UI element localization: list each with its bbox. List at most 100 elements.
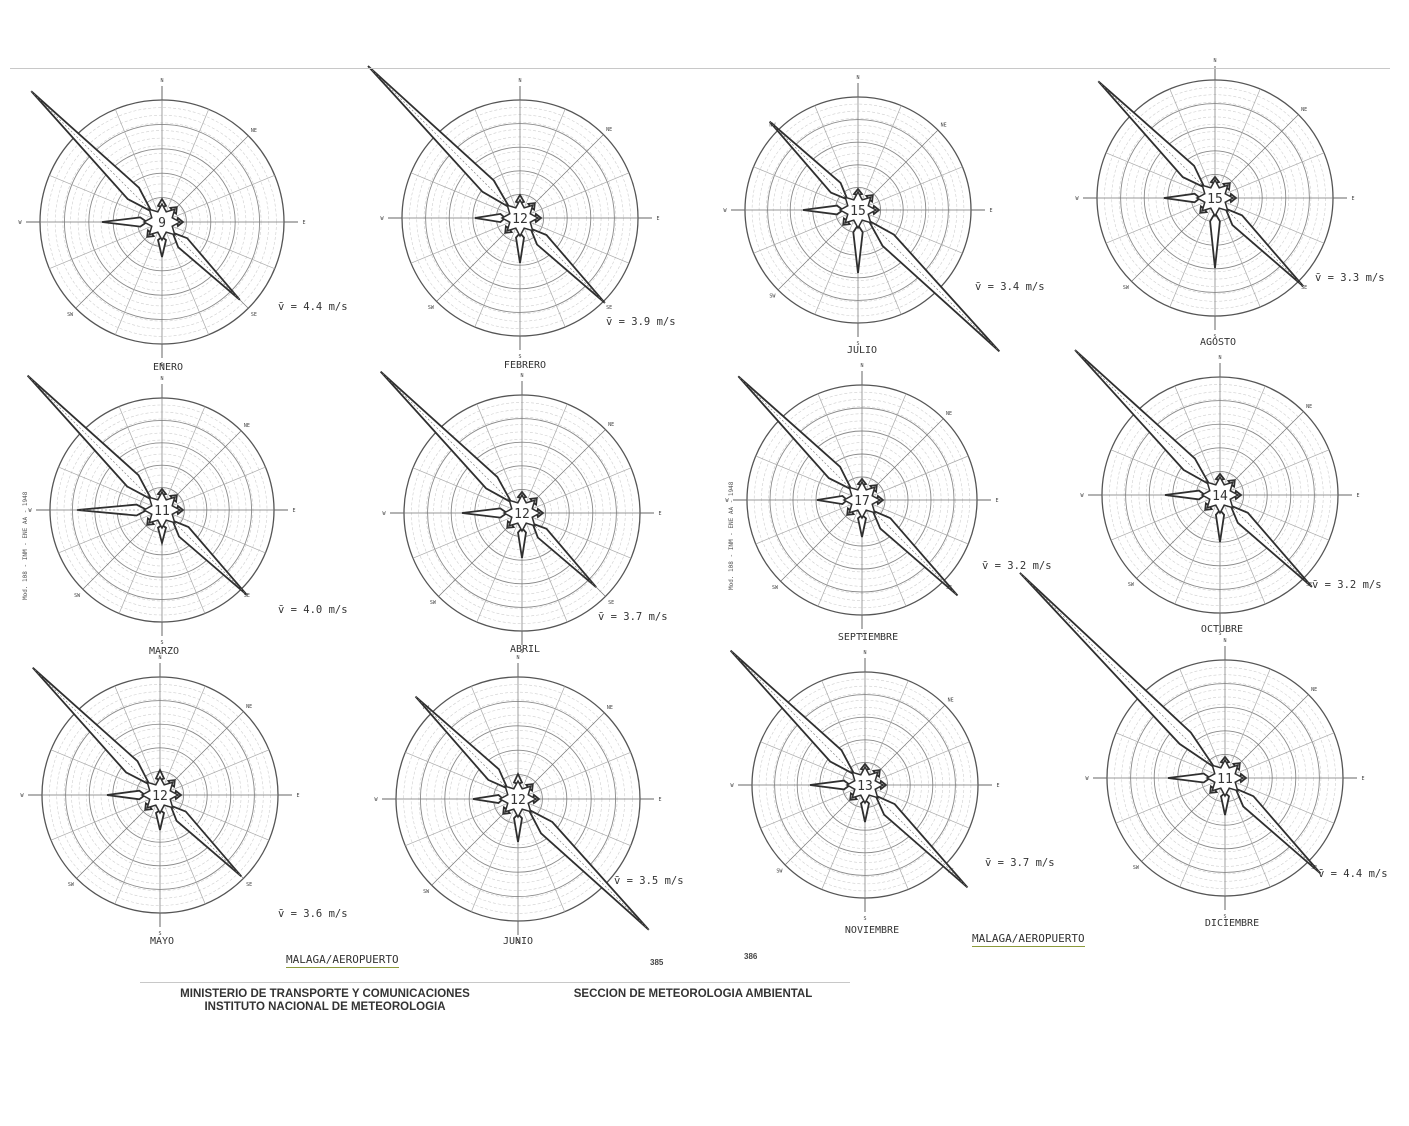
rose-spoke <box>753 209 859 254</box>
rose-calm-value: 15 <box>1207 192 1223 207</box>
rose-spoke <box>517 686 566 800</box>
rose-spoke <box>817 499 863 607</box>
rose-spoke <box>857 209 963 254</box>
rose-direction-label: N <box>1223 638 1226 644</box>
rose-direction-label: N <box>520 373 523 379</box>
rose-spoke <box>58 466 163 511</box>
rose-direction-label: N <box>860 363 863 369</box>
rose-petal-s <box>1209 211 1221 269</box>
rose-petal-hatch <box>1098 81 1205 188</box>
rose-spoke <box>1169 197 1216 308</box>
rose-direction-label: E <box>658 797 661 803</box>
rose-spoke <box>821 680 866 786</box>
rose-petal-nw <box>768 120 850 202</box>
rose-spoke <box>814 209 859 315</box>
rose-direction-label: NE <box>251 128 257 134</box>
rose-spoke <box>410 172 521 219</box>
rose-petal-n <box>512 771 524 785</box>
rose-direction-label: SW <box>423 889 430 895</box>
rose-direction-label: W <box>18 220 22 226</box>
wind-rose-mayo: NNEESESSWWNW12MAYOv̄ = 3.6 m/s <box>20 655 347 947</box>
rose-direction-label: NE <box>606 127 612 133</box>
rose-spoke <box>1214 197 1325 244</box>
rose-petal-w <box>474 212 507 224</box>
form-code-right: Mod. 108 - INM - ENE AA - 1948 <box>728 481 735 590</box>
rose-direction-label: S <box>158 931 161 937</box>
rose-spoke <box>1219 449 1330 496</box>
rose-direction-label: SE <box>244 593 250 599</box>
rose-spoke <box>760 741 866 786</box>
rose-direction-label: SW <box>769 294 776 300</box>
rose-mean-speed: v̄ = 3.5 m/s <box>614 875 684 887</box>
wind-rose-enero: NNEESESSWWNW9ENEROv̄ = 4.4 m/s <box>18 78 347 373</box>
rose-petal-w <box>106 789 147 801</box>
rose-petal-hatch <box>875 795 968 888</box>
rose-spoke <box>159 794 270 841</box>
rose-petal-hatch <box>730 650 855 775</box>
rose-direction-label: N <box>516 655 519 661</box>
rose-petal-w <box>1164 489 1207 501</box>
rose-direction-label: S <box>860 633 863 639</box>
rose-direction-label: N <box>856 75 859 81</box>
rose-spoke <box>1115 732 1226 779</box>
rose-calm-value: 11 <box>1217 772 1233 787</box>
rose-spoke <box>1219 385 1266 496</box>
rose-calm-value: 12 <box>510 793 526 808</box>
rose-petal-hatch <box>1019 572 1215 768</box>
rose-spoke <box>1179 668 1226 779</box>
rose-petal-s <box>156 235 168 258</box>
station-label-left: MALAGA/AEROPUERTO <box>286 953 399 968</box>
rose-spoke <box>474 217 521 328</box>
rose-spoke <box>1179 777 1226 888</box>
rose-petal-hatch <box>738 376 852 490</box>
rose-direction-label: W <box>1080 493 1084 499</box>
rose-spoke <box>405 751 519 800</box>
rose-direction-label: E <box>996 783 999 789</box>
rose-calm-star <box>1205 758 1245 798</box>
rose-petal-s <box>513 812 523 843</box>
ministry-name: MINISTERIO DE TRANSPORTE Y COMUNICACIONE… <box>180 988 470 1000</box>
wind-rose-agosto: NNEESESSWWNW15AGOSTOv̄ = 3.3 m/s <box>1075 58 1384 348</box>
rose-direction-label: S <box>1223 914 1226 920</box>
rose-spoke <box>114 685 161 796</box>
rose-spoke <box>114 794 161 905</box>
rose-direction-label: S <box>863 916 866 922</box>
rose-direction-label: N <box>863 650 866 656</box>
rose-direction-label: NE <box>941 122 947 128</box>
rose-spoke <box>50 749 161 796</box>
rose-petal-w <box>1167 772 1212 784</box>
wind-rose-marzo: NNEESESSWWNW11MARZOv̄ = 4.0 m/s <box>26 374 348 657</box>
rose-spoke <box>753 166 859 211</box>
rose-direction-label: W <box>1085 776 1089 782</box>
rose-spoke <box>814 105 859 211</box>
footer-section: SECCION DE METEOROLOGIA AMBIENTAL <box>573 988 813 1000</box>
rose-direction-label: W <box>20 793 24 799</box>
rose-mean-speed: v̄ = 3.2 m/s <box>982 560 1052 572</box>
rose-spoke <box>821 784 866 890</box>
rose-spoke <box>857 105 902 211</box>
rose-petal-n <box>154 767 166 781</box>
rose-petal-s <box>517 526 527 559</box>
rose-calm-star <box>500 198 540 238</box>
rose-petal-hatch <box>1230 505 1313 588</box>
rose-spoke <box>864 784 909 890</box>
rose-direction-label: N <box>518 78 521 84</box>
rose-mean-speed: v̄ = 4.4 m/s <box>278 301 348 313</box>
rose-petal-w <box>1163 192 1202 204</box>
rose-spoke <box>857 209 902 315</box>
rose-direction-label: NE <box>946 411 952 417</box>
rose-direction-label: S <box>160 362 163 368</box>
rose-spoke <box>755 499 863 545</box>
rose-spoke <box>161 109 210 223</box>
form-code-left: Mod. 108 - INM - ENE AA - 1948 <box>22 491 29 600</box>
rose-petal-w <box>101 216 149 228</box>
rose-spoke <box>519 217 630 264</box>
rose-petal-s <box>857 513 867 538</box>
rose-direction-label: W <box>380 216 384 222</box>
rose-petal-hatch <box>32 667 150 785</box>
rose-spoke <box>1105 152 1216 199</box>
wind-rose-noviembre: NNEESESSWWNW13NOVIEMBREv̄ = 3.7 m/s <box>729 649 1055 936</box>
rose-spoke <box>1214 152 1325 199</box>
rose-spoke <box>49 221 163 270</box>
rose-title: SEPTIEMBRE <box>838 632 898 643</box>
